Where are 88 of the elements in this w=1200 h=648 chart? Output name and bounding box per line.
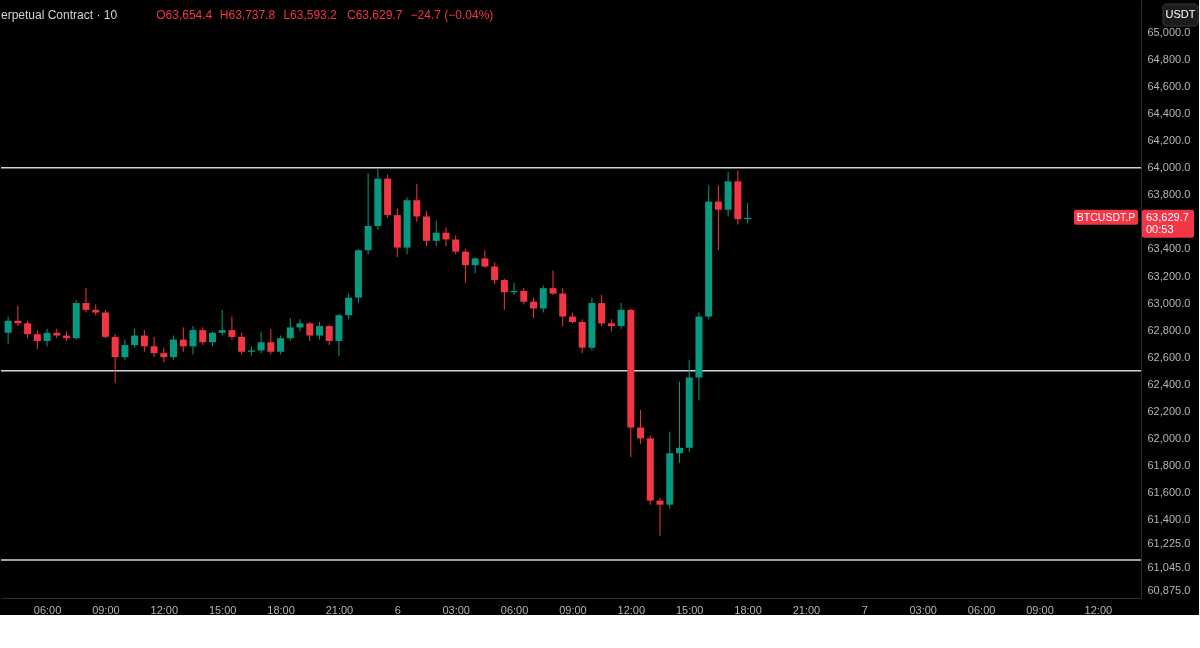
x-tick-label: 06:00: [967, 603, 996, 616]
candlestick: [4, 316, 12, 345]
candlestick: [656, 497, 664, 537]
candlestick: [170, 335, 178, 361]
candlestick: [481, 249, 489, 269]
candlestick: [413, 183, 421, 223]
candlestick: [33, 329, 41, 350]
x-tick-label: 15:00: [675, 603, 704, 616]
candlestick: [714, 184, 722, 251]
x-tick-label: 09:00: [559, 603, 587, 616]
y-tick-label: 64,000.0: [1147, 161, 1191, 174]
x-tick-label: 09:00: [92, 603, 120, 616]
x-tick-label: 18:00: [267, 603, 295, 616]
candlestick: [500, 278, 508, 311]
annotation: L63,593.2: [283, 8, 338, 22]
candlestick: [228, 316, 236, 341]
text: erpetual Contract · 10: [1, 8, 118, 22]
candlestick: [491, 261, 499, 285]
candlestick: [43, 328, 51, 347]
x-tick-label: 18:00: [734, 603, 762, 616]
candlestick: [277, 335, 285, 355]
x-tick-label: 21:00: [325, 603, 354, 616]
y-tick-label: 64,800.0: [1147, 53, 1191, 66]
y-tick-label: 65,000.0: [1147, 25, 1191, 38]
y-tick-label: 61,600.0: [1147, 485, 1191, 498]
candlestick: [598, 294, 606, 327]
y-tick-label: 61,225.0: [1147, 536, 1191, 549]
y-tick-label: 63,200.0: [1147, 269, 1191, 282]
x-tick-label: 15:00: [208, 603, 237, 616]
annotation: −24.7 (−0.04%): [410, 8, 494, 22]
y-tick-label: 62,400.0: [1147, 377, 1191, 390]
x-tick-label: 12:00: [150, 603, 179, 616]
y-tick-label: 64,600.0: [1147, 80, 1191, 93]
x-tick-label: 06:00: [500, 603, 529, 616]
y-tick-label: 64,400.0: [1147, 107, 1191, 120]
y-tick-label: 63,800.0: [1147, 188, 1191, 201]
candlestick: [111, 333, 119, 384]
candlestick: [218, 309, 226, 337]
candlestick: [131, 328, 139, 349]
candlestick: [539, 284, 547, 314]
y-tick-label: 61,800.0: [1147, 458, 1191, 471]
y-tick-label: 62,800.0: [1147, 323, 1191, 336]
candlestick: [549, 270, 557, 296]
annotation: H63,737.8: [219, 8, 276, 22]
y-tick-label: 61,400.0: [1147, 513, 1191, 526]
candlestick: [150, 336, 158, 358]
x-tick-label: 12:00: [617, 603, 646, 616]
text: 63,629.7: [1146, 210, 1189, 223]
y-tick-label: 63,400.0: [1147, 242, 1191, 255]
annotation: BTCUSDT.P: [1076, 210, 1136, 223]
annotation: C63,629.7: [347, 8, 403, 22]
x-tick-label: 03:00: [909, 603, 937, 616]
candlestick: [617, 302, 625, 330]
candlestick: [345, 293, 353, 320]
y-tick-label: 62,000.0: [1147, 431, 1191, 444]
x-tick-label: 21:00: [792, 603, 821, 616]
candlestick: [121, 339, 129, 361]
y-tick-label: 63,000.0: [1147, 296, 1191, 309]
x-tick-label: 06:00: [33, 603, 62, 616]
candlestick: [452, 234, 460, 255]
candlestick: [559, 287, 567, 327]
y-tick-label: 61,045.0: [1147, 561, 1191, 574]
x-tick-label: 09:00: [1026, 603, 1054, 616]
y-tick-label: 62,200.0: [1147, 404, 1191, 417]
candlestick: [257, 330, 265, 354]
candlestick: [461, 248, 469, 284]
candlestick: [325, 324, 333, 346]
y-tick-label: 60,875.0: [1147, 584, 1191, 597]
y-tick-label: 64,200.0: [1147, 134, 1191, 147]
x-tick-label: 03:00: [442, 603, 470, 616]
candlestick: [296, 318, 304, 332]
candlestick: [432, 220, 440, 247]
x-tick-label: 6: [394, 603, 401, 616]
x-tick-label: 7: [861, 603, 868, 616]
annotation: O63,654.4: [156, 8, 213, 22]
candlestick: [140, 329, 148, 353]
candlestick: [267, 328, 275, 355]
candlestick: [306, 321, 314, 342]
x-tick-label: 12:00: [1084, 603, 1113, 616]
candlestick: [238, 332, 246, 355]
candlestick: [189, 325, 197, 355]
candlestick: [637, 409, 645, 445]
y-axis-title: USDT: [1165, 8, 1196, 20]
candlestick: [286, 317, 294, 342]
candlestick: [82, 287, 90, 314]
text: 00:53: [1146, 222, 1174, 235]
candlestick: [675, 381, 683, 464]
y-tick-label: 62,600.0: [1147, 350, 1191, 363]
